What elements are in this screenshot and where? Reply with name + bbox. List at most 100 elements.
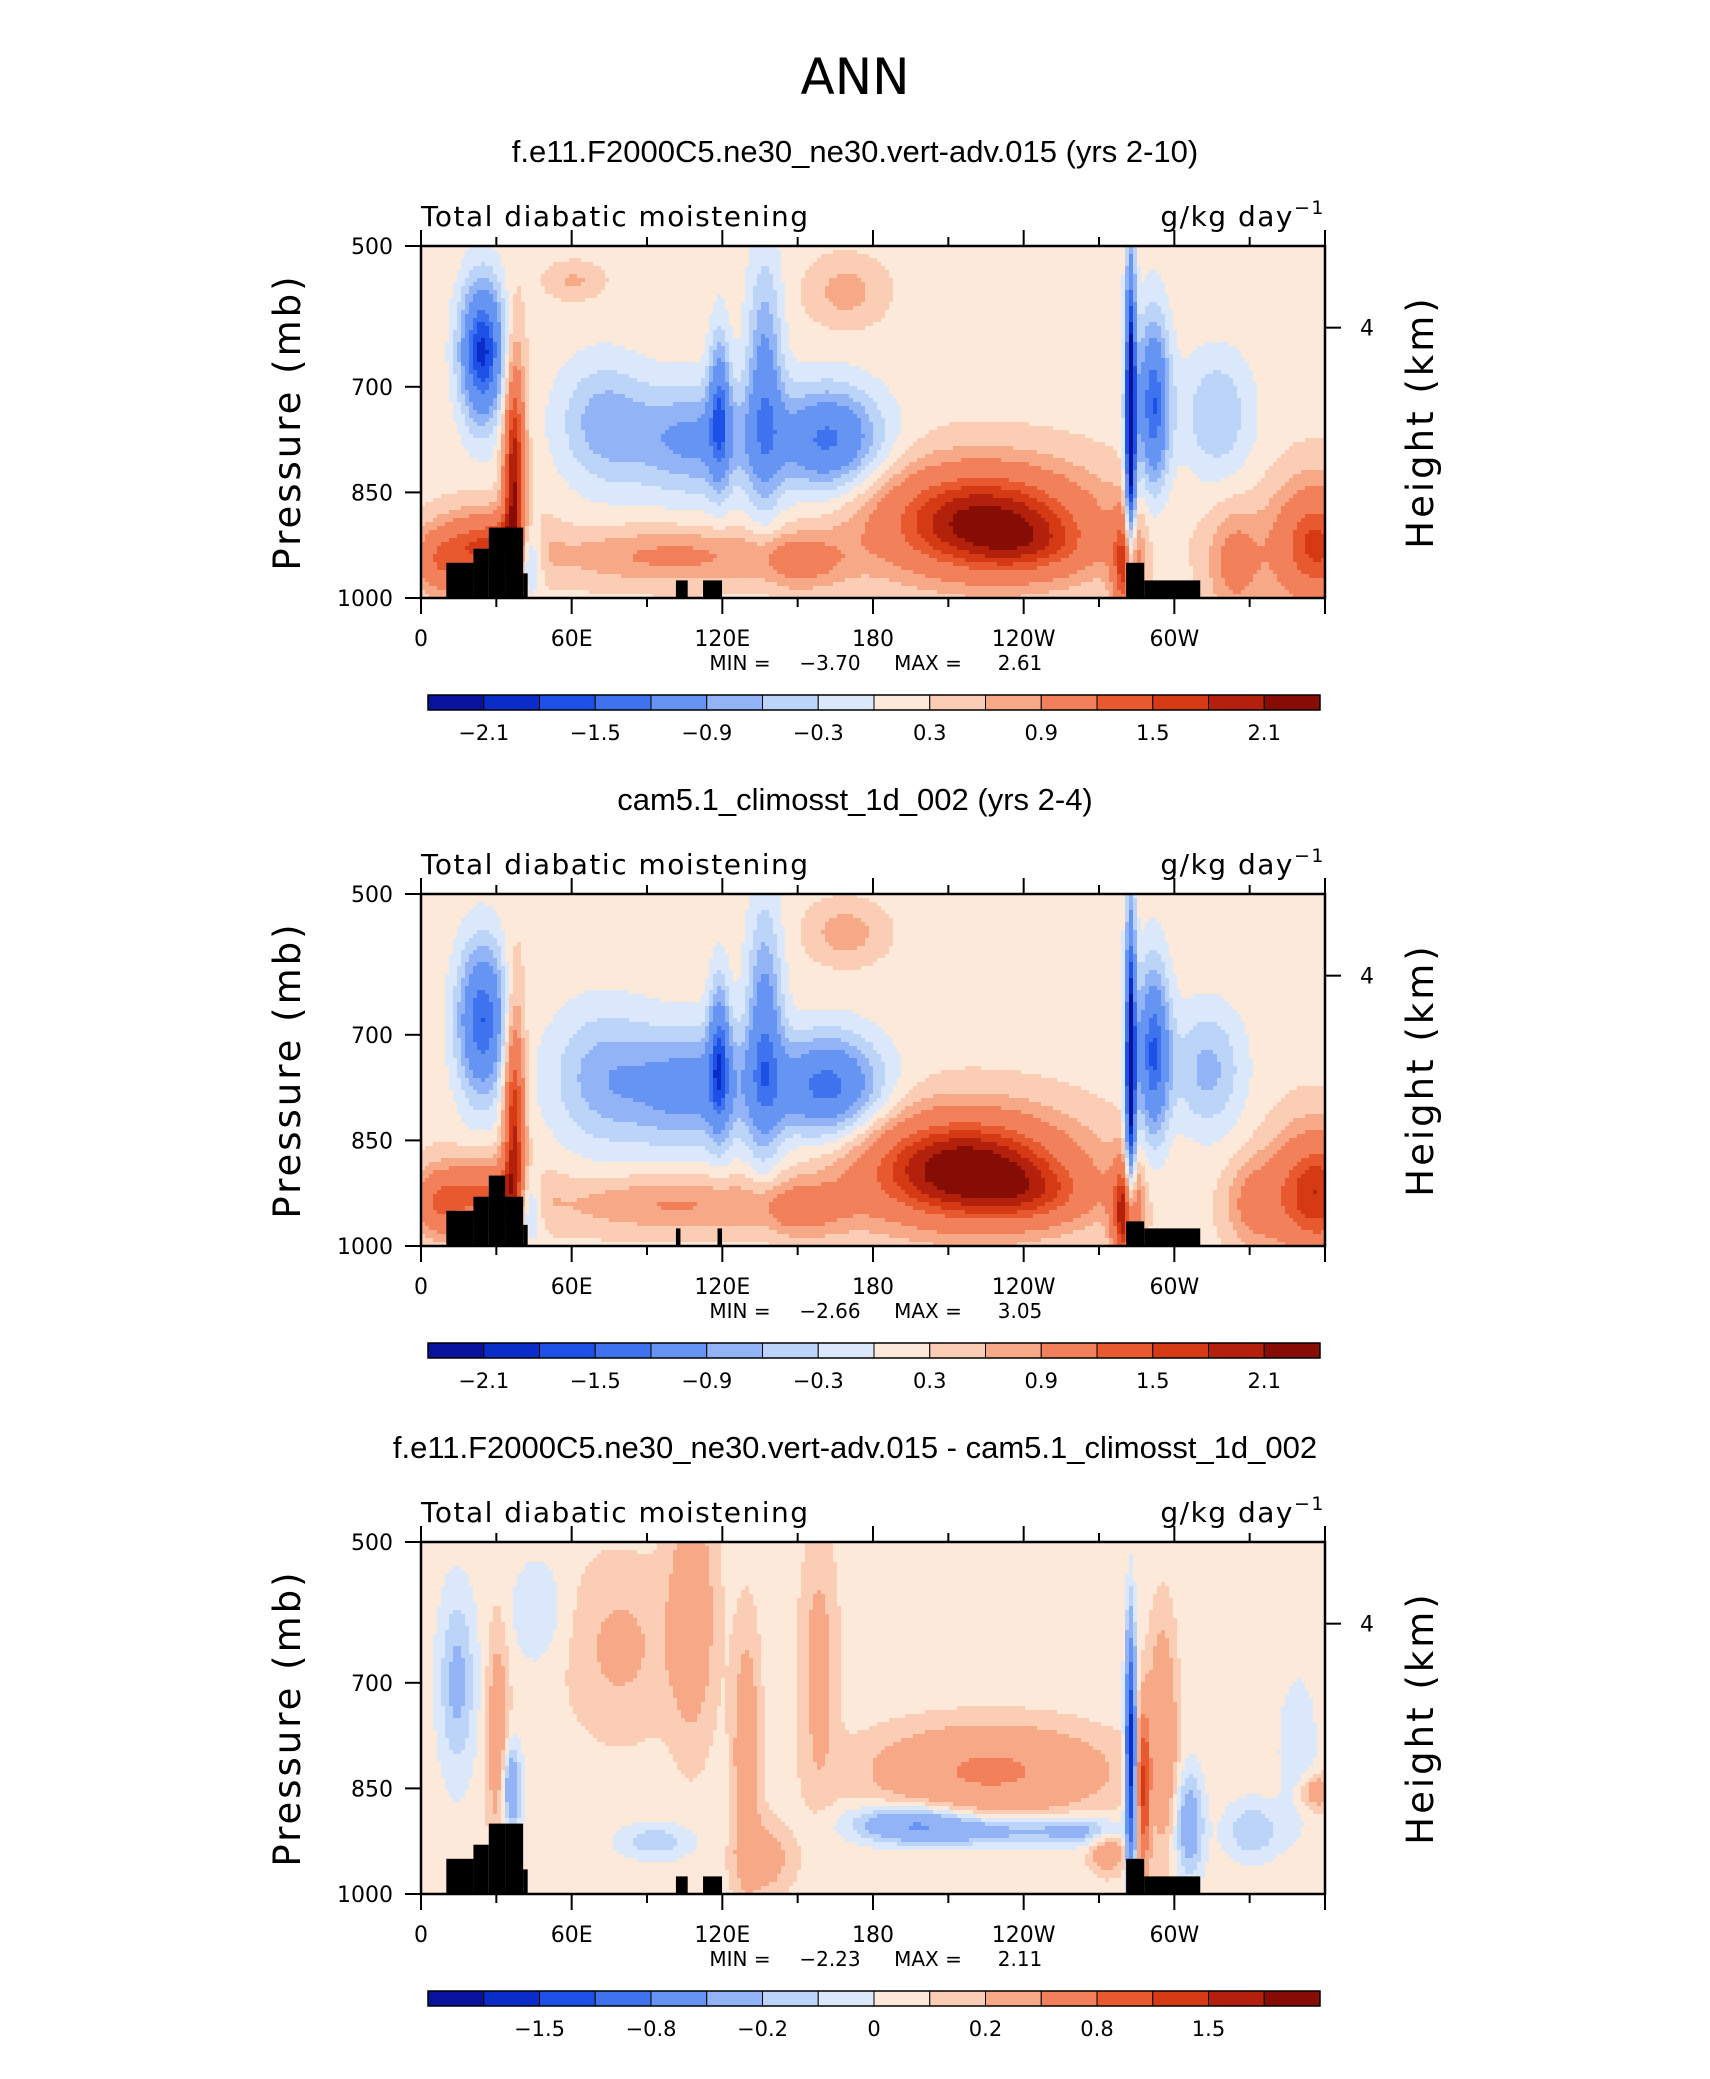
field-cell — [857, 294, 862, 299]
field-cell — [1253, 266, 1258, 271]
field-cell — [933, 270, 938, 275]
field-cell — [1033, 278, 1038, 283]
field-cell — [1041, 290, 1046, 295]
field-cell — [573, 266, 578, 271]
field-cell — [829, 270, 834, 275]
field-cell — [873, 278, 878, 283]
field-cell — [921, 258, 926, 263]
field-cell — [733, 250, 738, 255]
field-cell — [789, 294, 794, 299]
field-cell — [1077, 290, 1082, 295]
field-cell — [509, 258, 514, 263]
field-cell — [993, 258, 998, 263]
field-cell — [1081, 286, 1086, 291]
field-cell — [1289, 250, 1294, 255]
field-cell — [1109, 290, 1114, 295]
field-cell — [833, 262, 838, 267]
field-cell — [885, 250, 890, 255]
field-cell — [1197, 290, 1202, 295]
field-cell — [705, 282, 710, 287]
field-cell — [1037, 250, 1042, 255]
field-cell — [893, 254, 898, 259]
field-cell — [1081, 278, 1086, 283]
field-cell — [677, 254, 682, 259]
field-cell — [761, 294, 766, 299]
field-cell — [701, 290, 706, 295]
field-cell — [857, 282, 862, 287]
field-cell — [497, 270, 502, 275]
field-cell — [581, 270, 586, 275]
field-cell — [917, 274, 922, 279]
field-cell — [881, 270, 886, 275]
field-cell — [1073, 262, 1078, 267]
field-cell — [1013, 286, 1018, 291]
field-cell — [669, 274, 674, 279]
field-cell — [609, 282, 614, 287]
field-cell — [977, 270, 982, 275]
field-cell — [469, 254, 474, 259]
field-cell — [681, 262, 686, 267]
field-cell — [465, 274, 470, 279]
field-cell — [1137, 274, 1142, 279]
field-cell — [577, 266, 582, 271]
field-cell — [1017, 286, 1022, 291]
field-cell — [917, 270, 922, 275]
field-cell — [641, 266, 646, 271]
field-cell — [725, 286, 730, 291]
field-cell — [985, 282, 990, 287]
field-cell — [1265, 254, 1270, 259]
field-cell — [1173, 278, 1178, 283]
field-cell — [693, 262, 698, 267]
field-cell — [1213, 290, 1218, 295]
field-cell — [1049, 290, 1054, 295]
field-cell — [597, 262, 602, 267]
field-cell — [1189, 254, 1194, 259]
field-cell — [1065, 282, 1070, 287]
field-cell — [457, 262, 462, 267]
field-cell — [1013, 278, 1018, 283]
field-cell — [453, 266, 458, 271]
field-cell — [1181, 278, 1186, 283]
field-cell — [1053, 262, 1058, 267]
field-cell — [581, 294, 586, 299]
field-cell — [477, 258, 482, 263]
field-cell — [513, 294, 518, 299]
field-cell — [1173, 270, 1178, 275]
field-cell — [701, 286, 706, 291]
field-cell — [477, 278, 482, 283]
field-cell — [537, 254, 542, 259]
field-cell — [633, 274, 638, 279]
field-cell — [1093, 274, 1098, 279]
field-cell — [541, 262, 546, 267]
field-cell — [1273, 282, 1278, 287]
field-cell — [921, 286, 926, 291]
field-cell — [1017, 290, 1022, 295]
field-cell — [665, 278, 670, 283]
field-cell — [713, 282, 718, 287]
field-cell — [797, 262, 802, 267]
field-cell — [713, 262, 718, 267]
field-cell — [461, 286, 466, 291]
field-cell — [541, 290, 546, 295]
field-cell — [433, 250, 438, 255]
field-cell — [641, 262, 646, 267]
field-cell — [1093, 290, 1098, 295]
field-cell — [1145, 270, 1150, 275]
field-cell — [1193, 282, 1198, 287]
field-cell — [1053, 278, 1058, 283]
field-cell — [681, 270, 686, 275]
field-cell — [1317, 286, 1322, 291]
field-cell — [1229, 278, 1234, 283]
field-cell — [853, 274, 858, 279]
field-cell — [1301, 254, 1306, 259]
field-cell — [729, 270, 734, 275]
field-cell — [485, 278, 490, 283]
field-cell — [577, 282, 582, 287]
field-cell — [965, 290, 970, 295]
field-cell — [1165, 266, 1170, 271]
field-cell — [1217, 274, 1222, 279]
field-cell — [1277, 290, 1282, 295]
field-cell — [953, 278, 958, 283]
field-cell — [1261, 282, 1266, 287]
field-cell — [601, 282, 606, 287]
